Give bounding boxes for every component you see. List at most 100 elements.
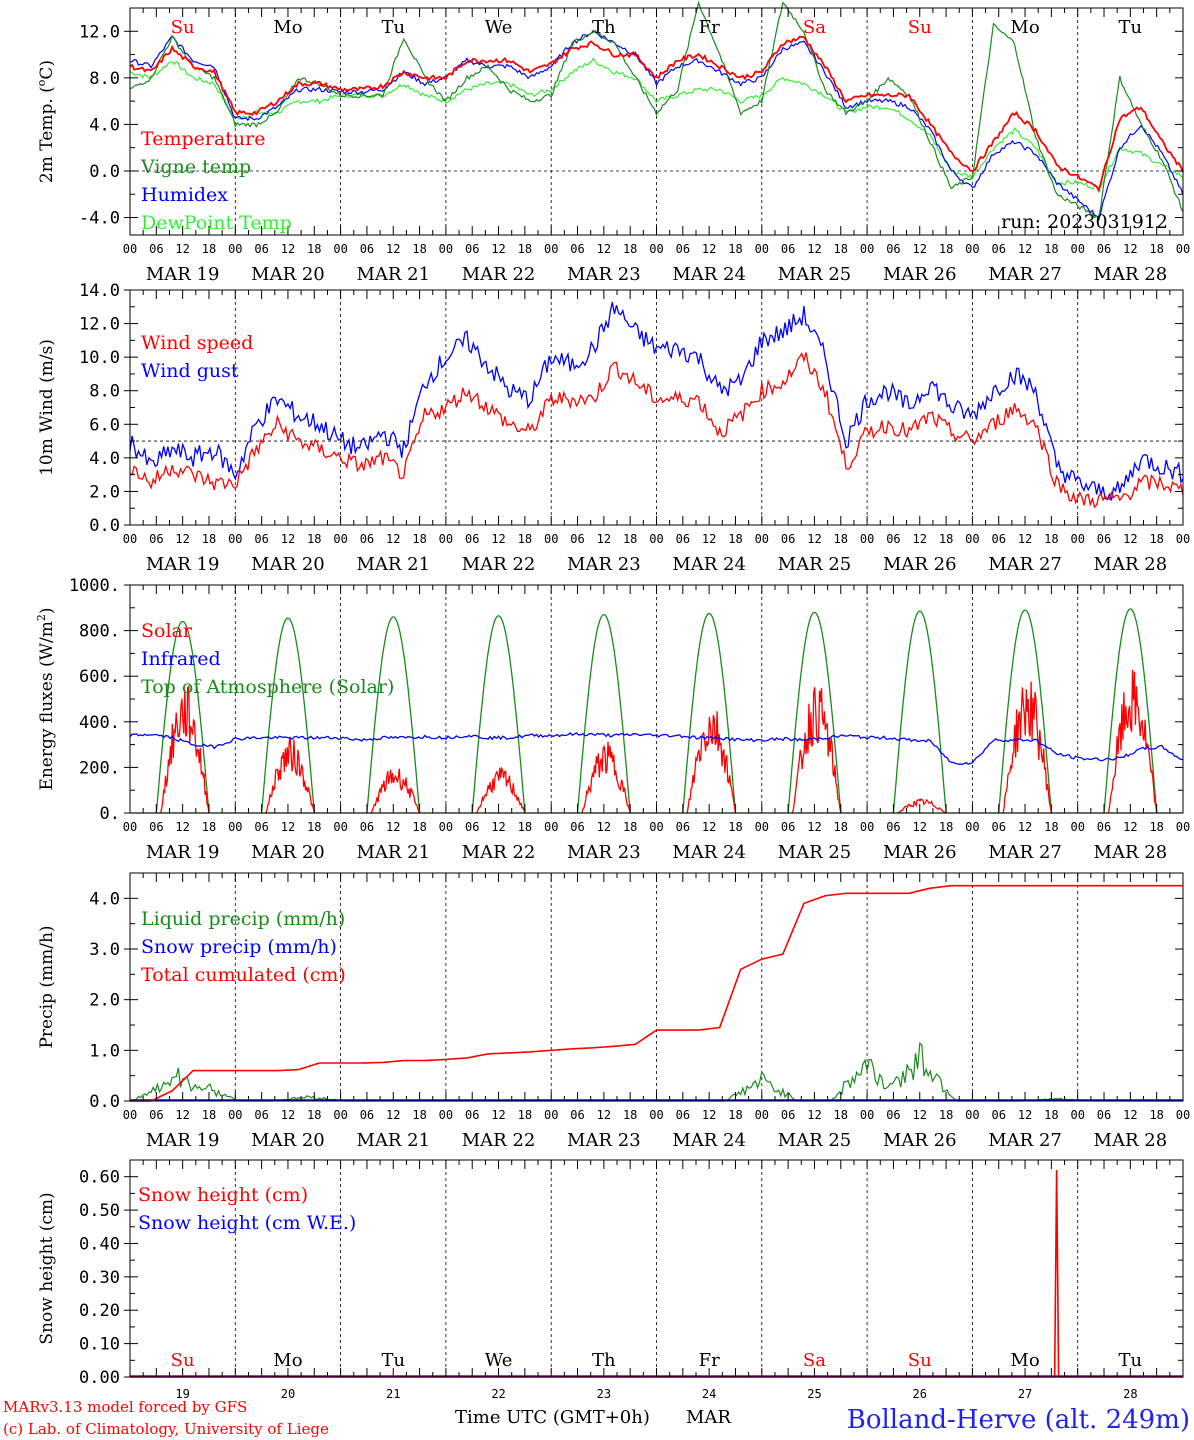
hour-tick-label: 12	[913, 242, 927, 256]
hour-tick-label: 18	[412, 532, 426, 546]
date-tick-label: MAR 27	[988, 842, 1062, 863]
hour-tick-label: 00	[860, 242, 874, 256]
hour-tick-label: 18	[834, 532, 848, 546]
y-tick-label: 4.0	[89, 449, 120, 469]
date-tick-label: MAR 28	[1094, 1130, 1168, 1151]
hour-tick-label: 18	[834, 820, 848, 834]
hour-tick-label: 12	[491, 1108, 505, 1122]
hour-tick-label: 06	[149, 820, 163, 834]
hour-tick-label: 18	[834, 242, 848, 256]
day-number-label: 26	[913, 1387, 927, 1401]
hour-tick-label: 18	[623, 242, 637, 256]
date-tick-label: MAR 21	[356, 554, 430, 575]
hour-tick-label: 18	[307, 820, 321, 834]
toa-solar-curve	[682, 612, 737, 814]
y-tick-label: 3.0	[89, 940, 120, 960]
hour-tick-label: 00	[1176, 532, 1190, 546]
toa-solar-curve	[576, 613, 631, 814]
hour-tick-label: 12	[1018, 1108, 1032, 1122]
solar-curve	[791, 687, 842, 814]
toa-solar-curve	[260, 617, 315, 814]
hour-tick-label: 00	[123, 242, 137, 256]
y-tick-label: 4.0	[89, 115, 120, 135]
hour-tick-label: 18	[518, 1108, 532, 1122]
hour-tick-label: 18	[623, 820, 637, 834]
hour-tick-label: 12	[702, 820, 716, 834]
weekday-label: Fr	[699, 1350, 720, 1371]
hour-tick-label: 06	[570, 820, 584, 834]
weekday-label: Tu	[1119, 17, 1143, 38]
hour-tick-label: 00	[649, 242, 663, 256]
hour-tick-label: 12	[386, 532, 400, 546]
day-number-label: 24	[702, 1387, 716, 1401]
date-tick-label: MAR 24	[672, 1130, 746, 1151]
y-tick-label: 0.50	[79, 1201, 120, 1221]
x-axis-month: MAR	[686, 1407, 731, 1428]
date-tick-label: MAR 21	[356, 842, 430, 863]
legend-entry: DewPoint Temp	[141, 212, 292, 234]
y-tick-label: 0.20	[79, 1301, 120, 1321]
weekday-label: Mo	[1010, 1350, 1039, 1371]
hour-tick-label: 18	[518, 242, 532, 256]
hour-tick-label: 00	[649, 1108, 663, 1122]
hour-tick-label: 06	[465, 1108, 479, 1122]
hour-tick-label: 12	[281, 820, 295, 834]
hour-tick-label: 18	[728, 820, 742, 834]
hour-tick-label: 06	[886, 1108, 900, 1122]
hour-tick-label: 18	[623, 532, 637, 546]
y-tick-label: 1000.	[69, 576, 120, 596]
hour-tick-label: 18	[307, 532, 321, 546]
hour-tick-label: 06	[781, 532, 795, 546]
hour-tick-label: 00	[333, 1108, 347, 1122]
hour-tick-label: 00	[860, 532, 874, 546]
hour-tick-label: 06	[254, 532, 268, 546]
series-line	[129, 29, 1184, 222]
hour-tick-label: 12	[1018, 820, 1032, 834]
date-tick-label: MAR 19	[146, 1130, 220, 1151]
weekday-label: Tu	[381, 1350, 405, 1371]
date-tick-label: MAR 24	[672, 842, 746, 863]
hour-tick-label: 12	[913, 532, 927, 546]
hour-tick-label: 06	[254, 820, 268, 834]
hour-tick-label: 00	[1070, 242, 1084, 256]
date-tick-label: MAR 19	[146, 264, 220, 285]
weekday-label: Th	[592, 17, 616, 38]
y-tick-label: 600.	[79, 667, 120, 687]
weekday-label: Mo	[273, 1350, 302, 1371]
hour-tick-label: 06	[1097, 532, 1111, 546]
hour-tick-label: 06	[991, 820, 1005, 834]
hour-tick-label: 18	[202, 820, 216, 834]
day-number-label: 20	[281, 1387, 295, 1401]
hour-tick-label: 00	[1070, 532, 1084, 546]
date-tick-label: MAR 24	[672, 554, 746, 575]
hour-tick-label: 06	[360, 242, 374, 256]
weekday-label: Mo	[1010, 17, 1039, 38]
y-axis-title: 10m Wind (m/s)	[37, 339, 57, 476]
y-tick-label: 0.0	[89, 162, 120, 182]
station-label: Bolland-Herve (alt. 249m)	[847, 1405, 1190, 1435]
hour-tick-label: 06	[149, 242, 163, 256]
y-tick-label: 0.60	[79, 1168, 120, 1188]
hour-tick-label: 00	[123, 1108, 137, 1122]
date-tick-label: MAR 28	[1094, 264, 1168, 285]
series-line	[129, 0, 1184, 219]
y-tick-label: 0.	[100, 804, 120, 824]
date-tick-label: MAR 24	[672, 264, 746, 285]
y-tick-label: 0.30	[79, 1268, 120, 1288]
solar-curve	[581, 741, 631, 814]
hour-tick-label: 18	[1149, 532, 1163, 546]
date-tick-label: MAR 26	[883, 1130, 957, 1151]
weekday-label: Mo	[273, 17, 302, 38]
hour-tick-label: 00	[965, 242, 979, 256]
hour-tick-label: 00	[228, 820, 242, 834]
day-number-label: 19	[175, 1387, 189, 1401]
footer-credit-line: (c) Lab. of Climatology, University of L…	[3, 1420, 329, 1438]
hour-tick-label: 18	[518, 820, 532, 834]
date-tick-label: MAR 20	[251, 842, 325, 863]
hour-tick-label: 06	[676, 1108, 690, 1122]
date-tick-label: MAR 21	[356, 1130, 430, 1151]
day-number-label: 21	[386, 1387, 400, 1401]
hour-tick-label: 12	[702, 242, 716, 256]
hour-tick-label: 06	[360, 532, 374, 546]
hour-tick-label: 18	[728, 1108, 742, 1122]
